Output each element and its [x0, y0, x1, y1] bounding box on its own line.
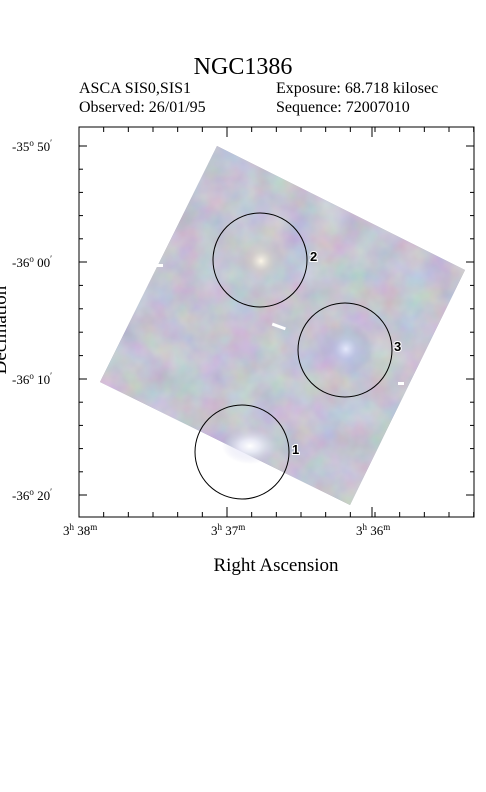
sequence-label: Sequence: 72007010 [276, 99, 410, 116]
declination-ticks: -35o 50′ -36o 00′ -36o 10′ -36o 20′ [12, 138, 474, 503]
instrument-label: ASCA SIS0,SIS1 [79, 80, 192, 97]
source-3-glow [320, 323, 372, 375]
right-ascension-ticks: 3h 38m 3h 37m 3h 36m [63, 127, 475, 538]
y-axis-label: Declination [0, 285, 11, 375]
ra-tick-label: 3h 38m [63, 522, 97, 538]
observation-info-left: ASCA SIS0,SIS1 Observed: 26/01/95 [79, 80, 206, 118]
source-2-label: 2 [310, 249, 317, 264]
image-gap [157, 264, 163, 267]
source-3-circle [297, 302, 393, 398]
dec-tick-label: -35o 50′ [12, 138, 52, 154]
image-title: NGC1386 [193, 54, 293, 80]
source-2-circle [212, 212, 308, 308]
exposure-label: Exposure: 68.718 kilosec [276, 80, 439, 97]
image-gap [398, 382, 404, 385]
source-3-label: 3 [394, 339, 401, 354]
source-1-label: 1 [292, 442, 299, 457]
observed-date-label: Observed: 26/01/95 [79, 99, 206, 116]
dec-tick-label: -36o 00′ [12, 254, 52, 270]
image-gap [271, 322, 286, 331]
observation-info-right: Exposure: 68.718 kilosec Sequence: 72007… [276, 80, 438, 118]
dec-tick-label: -36o 20′ [12, 487, 52, 503]
source-2-glow [237, 237, 285, 285]
source-1-circle [194, 404, 290, 500]
dec-tick-label: -36o 10′ [12, 371, 52, 387]
ra-tick-label: 3h 37m [211, 522, 245, 538]
x-axis-label: Right Ascension [213, 555, 339, 576]
detector-image-texture [100, 146, 465, 505]
ra-tick-label: 3h 36m [356, 522, 390, 538]
source-1-glow [222, 428, 278, 464]
